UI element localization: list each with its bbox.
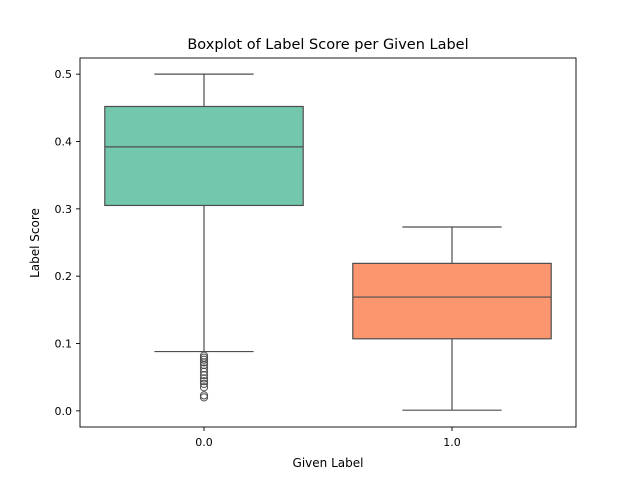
outlier-point — [199, 358, 209, 367]
y-tick-label: 0.4 — [55, 135, 73, 148]
x-axis: 0.0 1.0 — [195, 427, 461, 449]
outlier-point — [199, 391, 209, 400]
y-tick-label: 0.5 — [55, 68, 73, 81]
iqr-box — [104, 105, 304, 207]
outlier-point — [199, 371, 209, 380]
outlier-point — [199, 377, 209, 386]
y-tick-label: 0.3 — [55, 203, 73, 216]
outlier-point — [199, 393, 209, 402]
outlier-point — [199, 383, 209, 392]
iqr-box — [352, 262, 552, 340]
x-axis-label: Given Label — [293, 456, 364, 470]
box-group-1 — [352, 226, 552, 411]
outlier-point — [199, 355, 209, 364]
x-tick-label: 0.0 — [195, 436, 213, 449]
plot-frame — [79, 57, 577, 428]
y-axis-label: Label Score — [28, 208, 42, 278]
plot-area — [104, 73, 552, 411]
box-group-0 — [104, 73, 304, 402]
y-tick-label: 0.0 — [55, 405, 73, 418]
y-axis: 0.0 0.1 0.2 0.3 0.4 0.5 — [55, 68, 80, 418]
y-tick-label: 0.2 — [55, 270, 73, 283]
outlier-point — [199, 374, 209, 383]
outlier-point — [199, 379, 209, 389]
y-tick-label: 0.1 — [55, 338, 73, 351]
x-tick-label: 1.0 — [443, 436, 461, 449]
chart-title: Boxplot of Label Score per Given Label — [187, 37, 468, 53]
